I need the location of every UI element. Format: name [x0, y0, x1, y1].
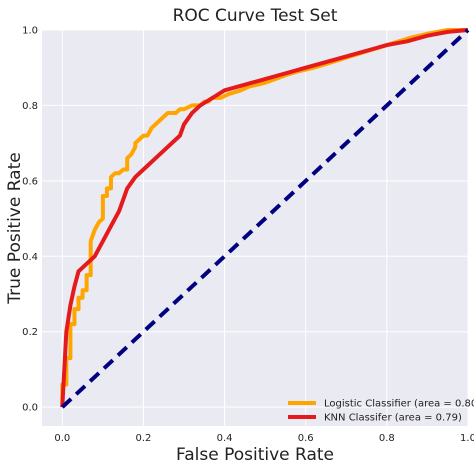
y-tick-label: 0.2 [22, 327, 38, 338]
legend-label: KNN Classifer (area = 0.79) [324, 413, 462, 424]
x-tick-label: 0.8 [379, 433, 395, 444]
y-tick-label: 0.0 [22, 403, 38, 414]
x-tick-label: 0.4 [217, 433, 233, 444]
logistic-roc-line [60, 28, 468, 408]
y-tick-label: 0.4 [22, 252, 38, 263]
x-tick-label: 0.0 [54, 433, 70, 444]
knn-roc-line [60, 28, 469, 408]
y-axis-label: True Positive Rate [5, 152, 25, 304]
tick-labels: 0.0 0.2 0.4 0.6 0.8 1.0 0.0 0.2 0.4 0.6 0.8 1.0 [22, 26, 474, 445]
y-tick-label: 0.6 [22, 176, 38, 187]
chart-title: ROC Curve Test Set [173, 6, 338, 26]
diagonal-reference-line [60, 28, 470, 409]
legend: Logistic Classifier (area = 0.80) KNN Cla… [288, 399, 474, 424]
y-tick-label: 0.8 [22, 101, 38, 112]
x-tick-label: 0.2 [135, 433, 151, 444]
x-tick-label: 1.0 [460, 433, 474, 444]
x-tick-label: 0.6 [298, 433, 314, 444]
y-tick-label: 1.0 [22, 26, 38, 37]
x-axis-label: False Positive Rate [176, 445, 334, 465]
legend-label: Logistic Classifier (area = 0.80) [324, 399, 474, 410]
series-lines [60, 28, 470, 409]
